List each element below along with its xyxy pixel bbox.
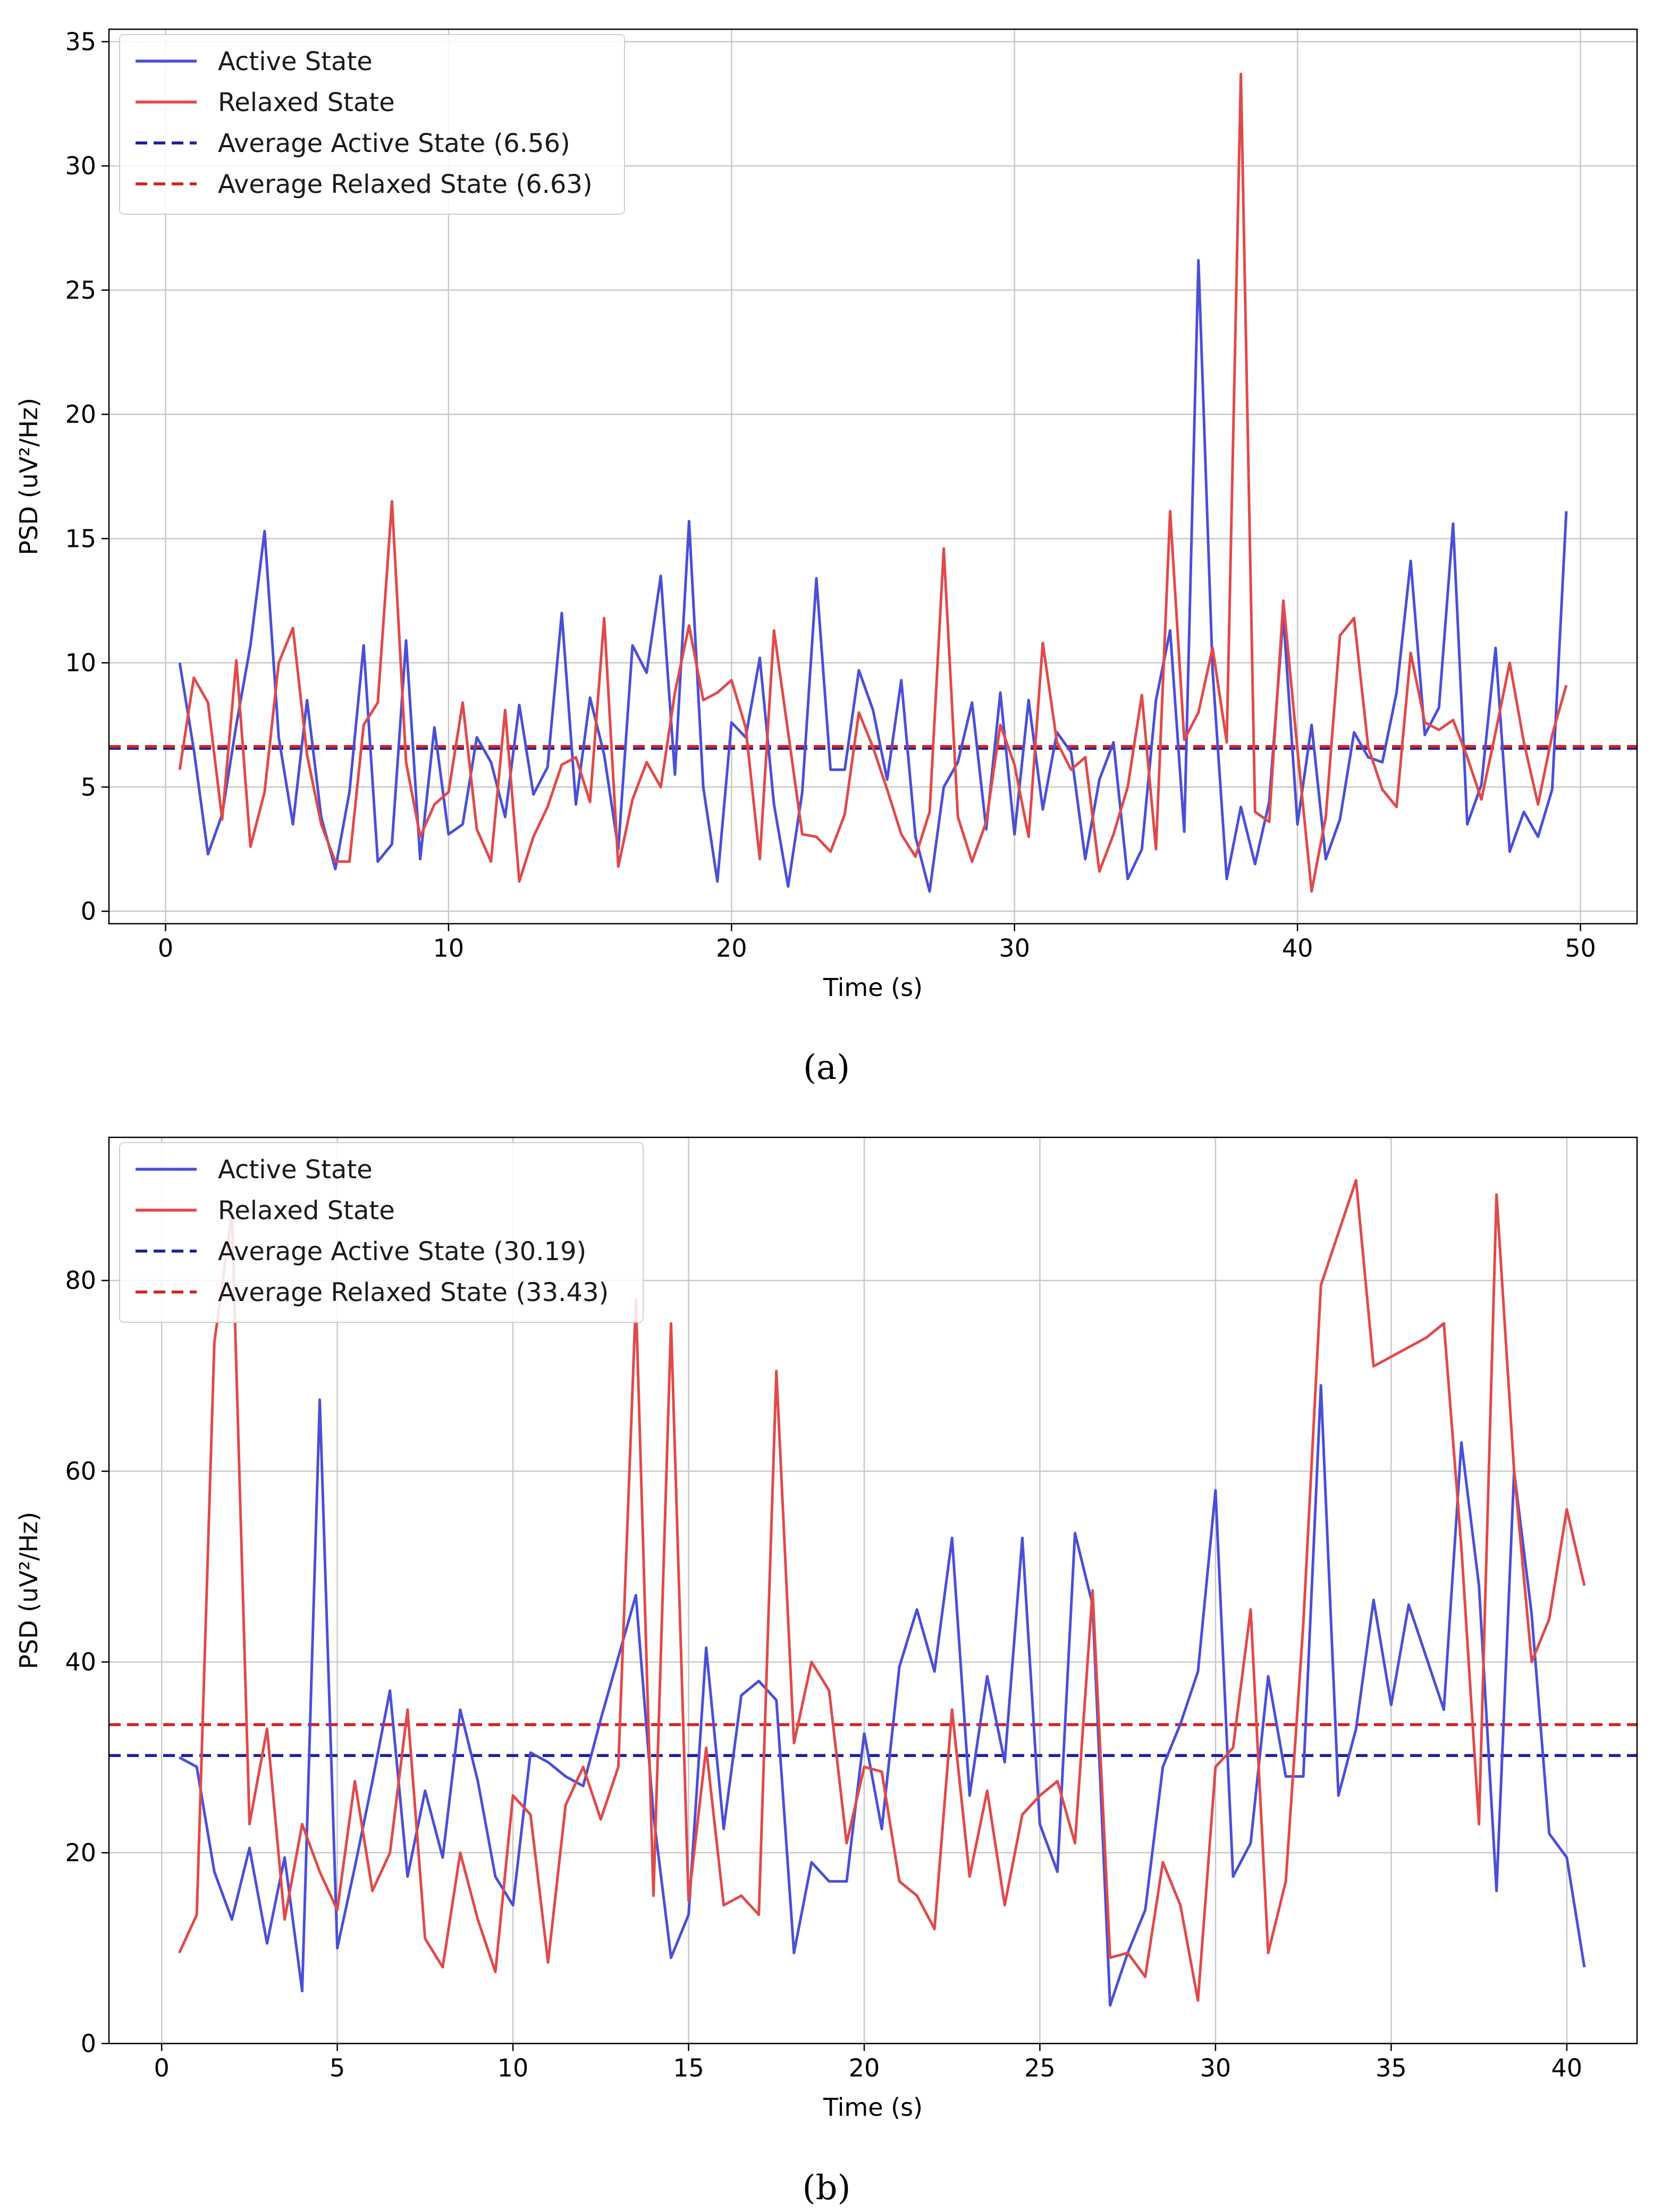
chart-b-y-tick-label: 40 — [65, 1648, 96, 1676]
chart-a-y-tick-label: 10 — [65, 648, 96, 677]
chart-a-legend-label-avg-relaxed: Average Relaxed State (6.63) — [218, 170, 593, 199]
chart-a-y-axis-label: PSD (uV²/Hz) — [14, 398, 43, 555]
chart-b-legend-box — [119, 1142, 644, 1323]
chart-a-legend-label-avg-active: Average Active State (6.56) — [218, 129, 570, 158]
chart-a-y-tick-label: 15 — [65, 524, 96, 553]
chart-b-x-tick-label: 0 — [154, 2054, 169, 2082]
chart-b-active-series — [179, 1384, 1586, 2007]
chart-a-y-tick-label: 20 — [65, 400, 96, 429]
chart-b-legend: Active State Relaxed State Average Activ… — [119, 1142, 644, 1323]
chart-b-legend-label-avg-active: Average Active State (30.19) — [218, 1237, 586, 1267]
chart-a-y-tick-label: 0 — [81, 897, 96, 926]
chart-a-caption: (a) — [803, 1048, 850, 1087]
chart-b-legend-label-active: Active State — [218, 1155, 373, 1185]
chart-b-x-axis-label: Time (s) — [823, 2093, 923, 2122]
chart-a-x-tick-label: 50 — [1565, 934, 1596, 963]
chart-a-x-axis-label: Time (s) — [823, 973, 923, 1002]
chart-a-y-tick-label: 25 — [65, 276, 96, 305]
chart-b-x-tick-label: 35 — [1376, 2054, 1407, 2082]
chart-b-legend-label-relaxed: Relaxed State — [218, 1196, 395, 1226]
chart-b-y-tick-label: 60 — [65, 1457, 96, 1485]
chart-a-legend: Active State Relaxed State Average Activ… — [119, 34, 625, 215]
chart-a-legend-label-active: Active State — [218, 47, 373, 77]
chart-b-legend-label-avg-relaxed: Average Relaxed State (33.43) — [218, 1278, 609, 1307]
chart-a-active-series — [178, 259, 1568, 893]
chart-b-y-tick-label: 80 — [65, 1266, 96, 1295]
chart-a-ticks: 0 10 20 30 40 50 0 5 10 15 20 25 30 35 — [65, 27, 1596, 963]
chart-b-ticks: 0 5 10 15 20 25 30 35 40 0 20 40 60 80 — [65, 1266, 1582, 2082]
chart-b-relaxed-series — [178, 1179, 1586, 2002]
chart-a-x-tick-label: 20 — [716, 934, 747, 963]
chart-b-x-tick-label: 30 — [1200, 2054, 1232, 2082]
chart-a-x-tick-label: 10 — [433, 934, 465, 963]
chart-b-y-axis-label: PSD (uV²/Hz) — [14, 1512, 43, 1669]
chart-panel-b: 0 5 10 15 20 25 30 35 40 0 20 40 60 80 Time (s) PSD (… — [14, 1136, 1638, 2208]
chart-a-x-tick-label: 40 — [1282, 934, 1313, 963]
chart-b-y-tick-label: 0 — [81, 2029, 96, 2058]
chart-a-y-tick-label: 35 — [65, 27, 96, 56]
chart-a-x-tick-label: 30 — [999, 934, 1030, 963]
chart-a-grid — [109, 29, 1637, 924]
chart-b-x-tick-label: 25 — [1024, 2054, 1056, 2082]
chart-a-legend-box — [119, 34, 625, 215]
chart-b-x-tick-label: 10 — [497, 2054, 529, 2082]
chart-b-x-tick-label: 20 — [849, 2054, 880, 2082]
chart-a-axes-frame — [108, 28, 1638, 925]
chart-b-x-tick-label: 15 — [673, 2054, 704, 2082]
chart-a-relaxed-series — [178, 72, 1568, 893]
chart-b-y-tick-label: 20 — [65, 1838, 96, 1867]
chart-b-axes-frame — [108, 1136, 1638, 2045]
chart-a-x-tick-label: 0 — [158, 934, 173, 963]
chart-b-x-tick-label: 5 — [330, 2054, 345, 2082]
chart-a-y-tick-label: 5 — [81, 773, 96, 801]
chart-panel-a: 0 10 20 30 40 50 0 5 10 15 20 25 30 35 Time (s) PSD (… — [14, 27, 1638, 1087]
chart-a-y-tick-label: 30 — [65, 151, 96, 180]
chart-a-legend-label-relaxed: Relaxed State — [218, 88, 395, 117]
chart-b-caption: (b) — [803, 2168, 851, 2208]
chart-b-x-tick-label: 40 — [1551, 2054, 1583, 2082]
